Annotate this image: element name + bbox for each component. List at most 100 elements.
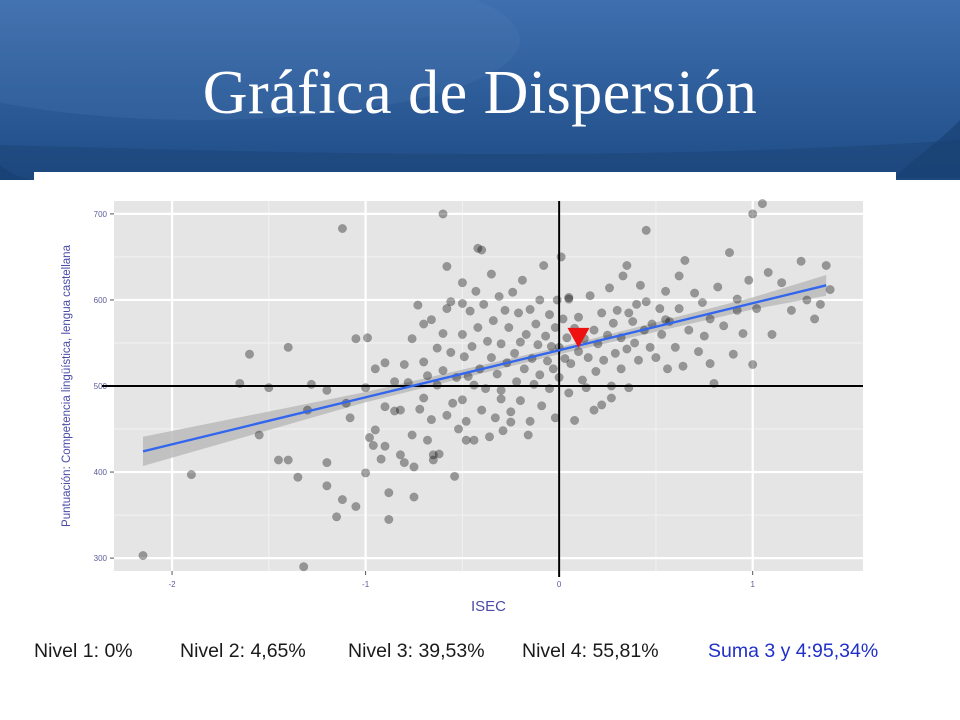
data-point [529,379,539,389]
data-point [810,314,820,324]
data-point [719,321,729,331]
y-tick-label: 700 [94,210,108,219]
data-point [370,425,380,435]
data-point [337,495,347,505]
data-point [384,514,394,524]
data-point [684,325,694,335]
data-point [577,375,587,385]
data-point [337,223,347,234]
data-point [662,364,673,374]
data-point [482,336,493,346]
data-point [606,393,616,403]
data-point [496,385,506,395]
data-point [633,355,644,365]
data-point [438,328,448,339]
data-point [332,512,342,522]
data-point [585,291,595,301]
data-point [486,353,496,363]
highlight-marker [567,327,590,348]
data-point [442,410,452,420]
data-point [786,305,796,315]
data-point [674,304,684,314]
data-point [395,450,405,460]
data-point [508,287,518,297]
data-point [548,364,558,374]
data-point [630,338,640,348]
data-point [453,424,464,434]
data-point [461,416,471,426]
data-point [604,283,615,293]
data-point [322,385,332,395]
data-point [728,349,738,359]
data-point [678,361,688,371]
data-point [570,415,580,425]
data-point [351,501,361,512]
data-point [419,393,429,403]
data-point [283,455,293,465]
data-point [479,299,489,309]
data-point [446,347,456,357]
data-point [510,348,520,358]
data-point [407,430,417,440]
data-point [815,299,825,309]
slide-header: Gráfica de Dispersión [0,0,960,180]
data-point [496,394,506,404]
data-point [523,430,533,440]
data-point [525,304,535,314]
data-point [426,315,436,325]
data-point [426,415,436,425]
data-point [399,359,409,370]
data-point [515,337,525,347]
data-point [506,417,516,427]
data-point [399,458,409,468]
data-point [670,342,680,352]
data-point [697,297,707,308]
level-summary: Nivel 1: 0% Nivel 2: 4,65% Nivel 3: 39,5… [0,636,960,666]
data-point [539,260,549,271]
nivel-1-label: Nivel 1: 0% [34,640,133,662]
data-point [438,365,448,376]
data-point [490,413,500,423]
data-point [535,370,545,380]
data-point [469,435,479,445]
data-point [390,406,400,416]
data-point [422,435,433,445]
data-point [283,342,293,352]
data-point [645,342,655,352]
data-point [409,462,419,472]
data-point [419,319,429,329]
data-point [492,369,502,379]
data-point [744,275,754,285]
data-point [556,252,566,262]
data-point [361,383,371,393]
header-decoration [0,0,960,180]
data-point [306,379,316,389]
data-point [380,358,390,368]
data-point [457,329,467,339]
data-point [738,328,748,339]
data-point [724,248,735,258]
data-point [515,396,525,406]
data-point [537,401,547,411]
x-axis-title: ISEC [471,598,506,615]
data-point [376,454,386,464]
data-point [486,269,496,279]
data-point [535,295,545,305]
data-point [796,256,806,266]
data-point [461,435,471,445]
data-point [484,432,495,442]
data-point [560,353,570,364]
data-point [519,364,529,374]
data-point [345,413,355,423]
data-point [566,359,576,369]
data-point [415,404,425,414]
y-tick-label: 600 [94,296,108,305]
data-point [368,440,378,450]
data-point [802,295,812,305]
data-point [680,255,690,265]
data-point [494,291,504,302]
data-point [641,225,651,235]
y-tick-label: 500 [94,382,108,391]
data-point [496,339,506,349]
data-point [473,243,483,253]
